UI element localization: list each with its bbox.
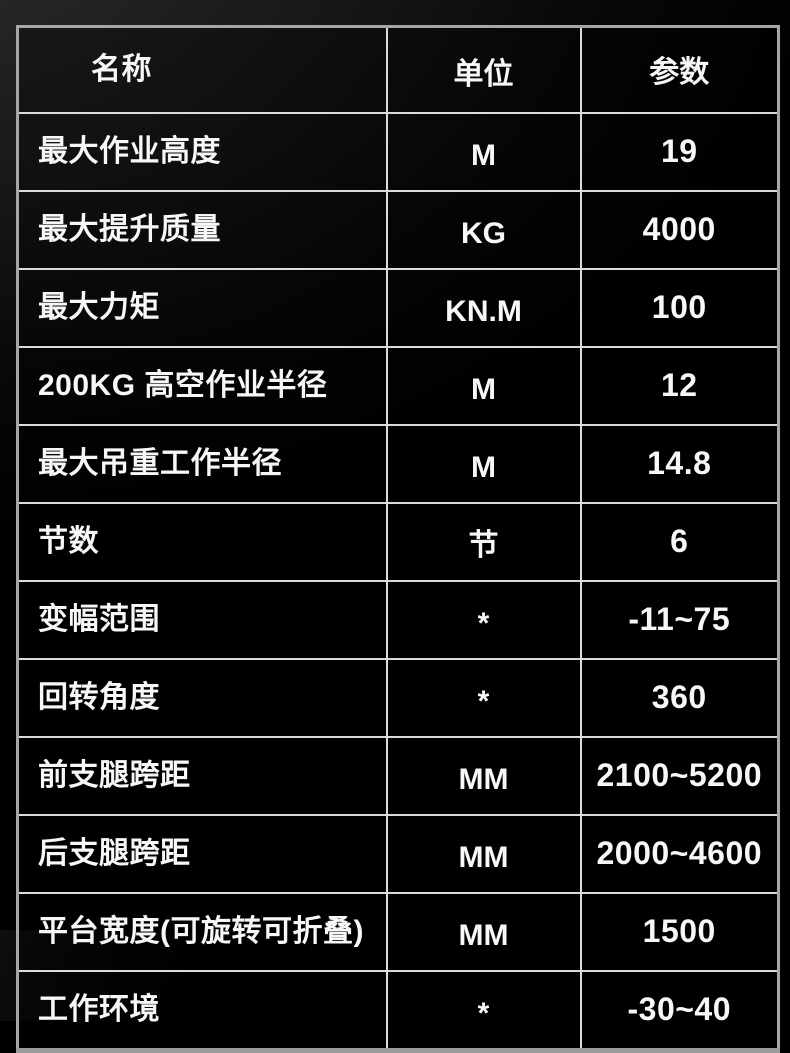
spec-unit: M — [385, 424, 582, 504]
table-row: 最大力矩 KN.M 100 — [16, 268, 780, 348]
spec-value: 6 — [579, 502, 780, 582]
spec-value: 19 — [579, 112, 780, 192]
spec-value: 12 — [579, 346, 780, 426]
table-row: 前支腿跨距 MM 2100~5200 — [16, 736, 780, 816]
table-row: 最大提升质量 KG 4000 — [16, 190, 780, 270]
column-header-name: 名称 — [16, 25, 388, 114]
column-header-unit: 单位 — [385, 25, 582, 114]
spec-value: -11~75 — [579, 580, 780, 660]
spec-name: 变幅范围 — [16, 580, 388, 660]
spec-value: 360 — [579, 658, 780, 738]
spec-name: 回转角度 — [16, 658, 388, 738]
spec-unit: * — [385, 580, 582, 660]
spec-unit: MM — [385, 814, 582, 894]
table-row: 平台宽度(可旋转可折叠) MM 1500 — [16, 892, 780, 972]
spec-value: 2000~4600 — [579, 814, 780, 894]
spec-unit: 节 — [385, 502, 582, 582]
spec-unit: M — [385, 112, 582, 192]
table-row: 200KG 高空作业半径 M 12 — [16, 346, 780, 426]
table-row: 后支腿跨距 MM 2000~4600 — [16, 814, 780, 894]
spec-unit: KG — [385, 190, 582, 270]
spec-name: 最大力矩 — [16, 268, 388, 348]
table-row: 回转角度 * 360 — [16, 658, 780, 738]
spec-table: 名称 单位 参数 最大作业高度 M 19 最大提升质量 KG 4000 最大力矩… — [16, 25, 780, 1053]
spec-name: 最大吊重工作半径 — [16, 424, 388, 504]
spec-unit: * — [385, 970, 582, 1052]
spec-value: 2100~5200 — [579, 736, 780, 816]
header-row: 名称 单位 参数 — [16, 25, 780, 114]
spec-value: -30~40 — [579, 970, 780, 1052]
table-row: 最大作业高度 M 19 — [16, 112, 780, 192]
column-header-parameter: 参数 — [579, 25, 780, 114]
spec-name: 后支腿跨距 — [16, 814, 388, 894]
spec-unit: M — [385, 346, 582, 426]
table-row: 最大吊重工作半径 M 14.8 — [16, 424, 780, 504]
table-row: 工作环境 * -30~40 — [16, 970, 780, 1052]
spec-name: 前支腿跨距 — [16, 736, 388, 816]
spec-unit: KN.M — [385, 268, 582, 348]
spec-name: 最大提升质量 — [16, 190, 388, 270]
table-row: 变幅范围 * -11~75 — [16, 580, 780, 660]
spec-name: 平台宽度(可旋转可折叠) — [16, 892, 388, 972]
spec-unit: MM — [385, 736, 582, 816]
spec-unit: * — [385, 658, 582, 738]
table-row: 节数 节 6 — [16, 502, 780, 582]
spec-name: 工作环境 — [16, 970, 388, 1052]
spec-value: 1500 — [579, 892, 780, 972]
spec-value: 14.8 — [579, 424, 780, 504]
spec-name: 200KG 高空作业半径 — [16, 346, 388, 426]
spec-name: 最大作业高度 — [16, 112, 388, 192]
spec-name: 节数 — [16, 502, 388, 582]
spec-unit: MM — [385, 892, 582, 972]
spec-value: 100 — [579, 268, 780, 348]
spec-value: 4000 — [579, 190, 780, 270]
